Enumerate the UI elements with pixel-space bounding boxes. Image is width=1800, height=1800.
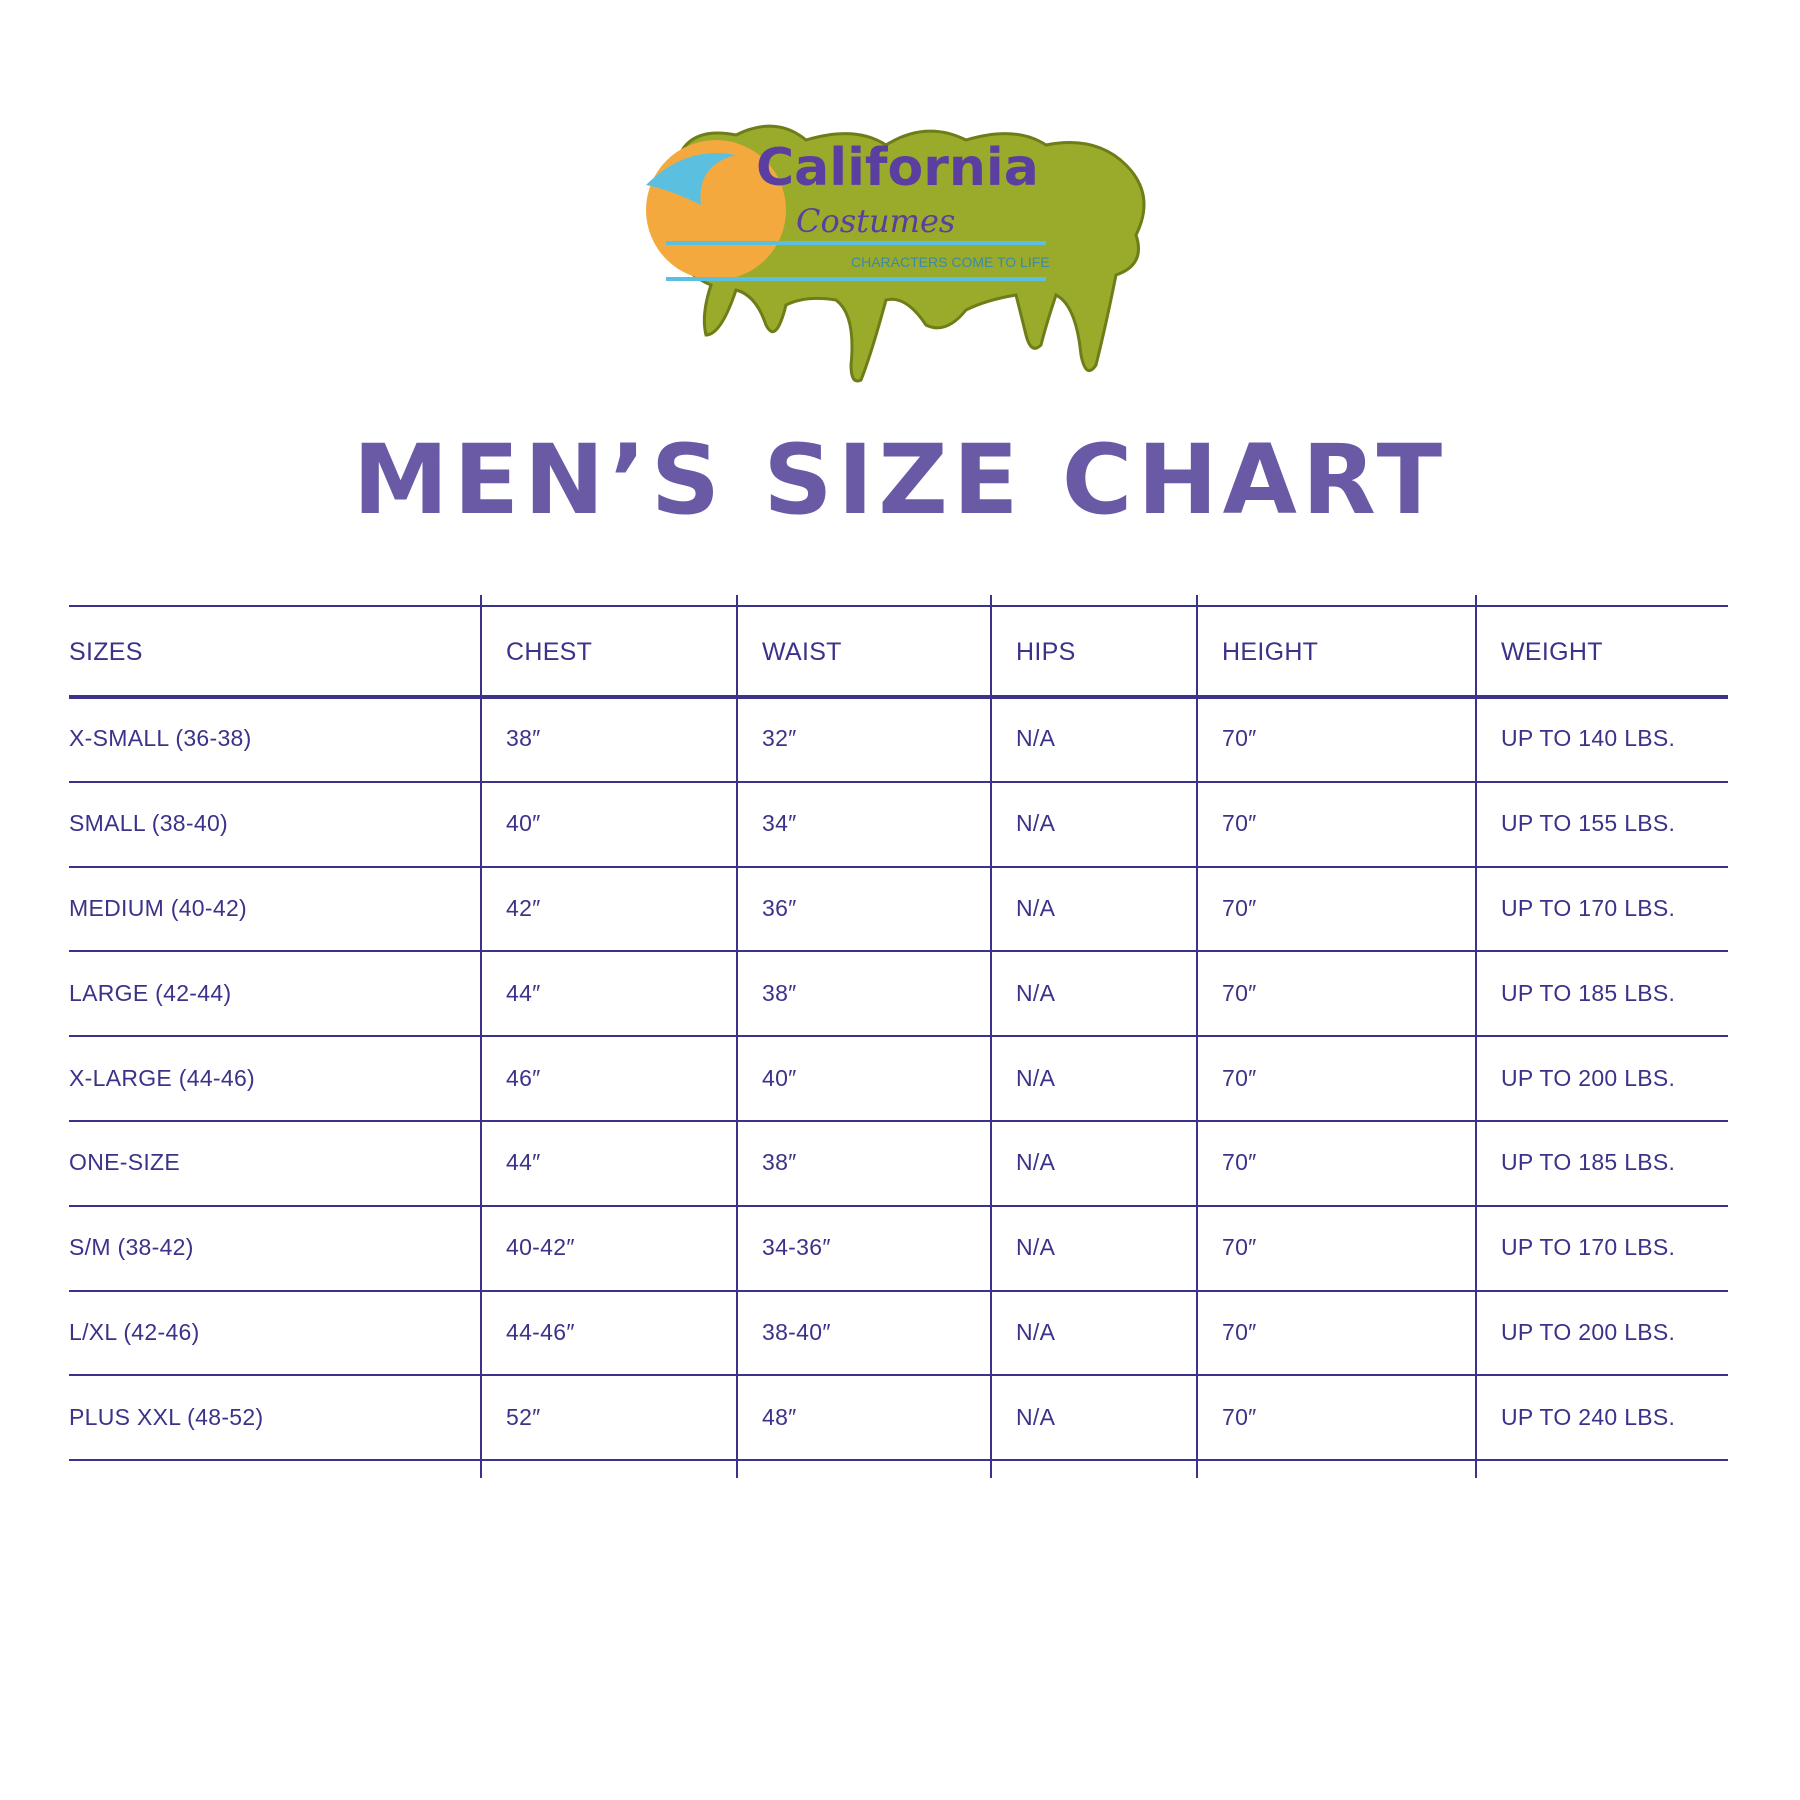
row-divider bbox=[69, 1120, 1728, 1122]
table-cell: N/A bbox=[1016, 980, 1056, 1006]
table-cell: PLUS XXL (48-52) bbox=[69, 1404, 264, 1430]
row-divider bbox=[69, 865, 1728, 868]
size-table: SIZES CHEST WAIST HIPS HEIGHT WEIGHT X-SMALL (… bbox=[69, 595, 1728, 1478]
table-cell: 34-36″ bbox=[762, 1234, 831, 1261]
column-header: SIZES bbox=[69, 637, 143, 666]
row-divider bbox=[69, 1289, 1728, 1292]
page-title: MEN’S SIZE CHART bbox=[352, 424, 1448, 536]
table-cell: 70″ bbox=[1222, 1149, 1257, 1176]
table-cell: 70″ bbox=[1222, 810, 1257, 837]
row-divider bbox=[69, 1374, 1728, 1377]
california-costumes-logo: California Costumes CHARACTERS COME TO L… bbox=[646, 124, 1146, 383]
table-cell: 70″ bbox=[1222, 1234, 1257, 1261]
table-cell: UP TO 155 LBS. bbox=[1501, 810, 1676, 837]
table-cell: 70″ bbox=[1222, 1319, 1257, 1346]
table-cell: 36″ bbox=[762, 895, 797, 922]
table-cell: 70″ bbox=[1222, 1404, 1257, 1430]
table-cell: ONE-SIZE bbox=[69, 1149, 181, 1176]
table-cell: N/A bbox=[1016, 810, 1056, 837]
row-divider bbox=[69, 780, 1728, 783]
table-cell: 34″ bbox=[762, 810, 797, 837]
table-cell: UP TO 170 LBS. bbox=[1501, 895, 1676, 922]
row-divider bbox=[69, 1204, 1728, 1207]
row-divider bbox=[69, 605, 1728, 607]
table-cell: 38″ bbox=[762, 1149, 797, 1176]
table-cell: 70″ bbox=[1222, 980, 1257, 1006]
table-cell: N/A bbox=[1016, 1064, 1056, 1091]
table-cell: 70″ bbox=[1222, 725, 1257, 752]
column-header: HEIGHT bbox=[1222, 637, 1319, 666]
table-cell: 46″ bbox=[506, 1064, 541, 1091]
table-cell: N/A bbox=[1016, 1319, 1056, 1346]
table-cell: 38″ bbox=[762, 980, 797, 1006]
table-cell: 48″ bbox=[762, 1404, 797, 1430]
table-cell: N/A bbox=[1016, 1149, 1056, 1176]
table-cell: UP TO 240 LBS. bbox=[1501, 1404, 1676, 1430]
table-cell: 32″ bbox=[762, 725, 797, 752]
table-cell: X-LARGE (44-46) bbox=[69, 1064, 256, 1091]
table-cell: LARGE (42-44) bbox=[69, 980, 232, 1006]
row-divider bbox=[69, 950, 1728, 953]
table-cell: L/XL (42-46) bbox=[69, 1319, 200, 1346]
table-cell: 52″ bbox=[506, 1404, 541, 1430]
table-cell: UP TO 200 LBS. bbox=[1501, 1064, 1676, 1091]
table-cell: 38-40″ bbox=[762, 1319, 831, 1346]
table-cell: N/A bbox=[1016, 1234, 1056, 1261]
column-header: CHEST bbox=[506, 637, 593, 666]
table-cell: 40″ bbox=[506, 810, 541, 837]
table-cell: 40″ bbox=[762, 1064, 797, 1091]
table-cell: UP TO 170 LBS. bbox=[1501, 1234, 1676, 1261]
table-cell: UP TO 185 LBS. bbox=[1501, 980, 1676, 1006]
table-cell: UP TO 140 LBS. bbox=[1501, 725, 1676, 752]
table-cell: 42″ bbox=[506, 895, 541, 922]
table-cell: X-SMALL (36-38) bbox=[69, 725, 252, 752]
column-header: WAIST bbox=[762, 637, 842, 666]
table-cell: 70″ bbox=[1222, 895, 1257, 922]
table-cell: 40-42″ bbox=[506, 1234, 575, 1261]
table-cell: UP TO 185 LBS. bbox=[1501, 1149, 1676, 1176]
logo-tagline: CHARACTERS COME TO LIFE bbox=[851, 254, 1050, 270]
column-header: WEIGHT bbox=[1501, 637, 1603, 666]
column-header: HIPS bbox=[1016, 637, 1076, 666]
table-cell: 38″ bbox=[506, 725, 541, 752]
table-cell: 44″ bbox=[506, 1149, 541, 1176]
table-cell: 44-46″ bbox=[506, 1319, 575, 1346]
logo-brand2-text: Costumes bbox=[796, 202, 955, 240]
table-cell: 70″ bbox=[1222, 1064, 1257, 1091]
table-cell: N/A bbox=[1016, 1404, 1056, 1430]
table-cell: S/M (38-42) bbox=[69, 1234, 194, 1261]
table-cell: SMALL (38-40) bbox=[69, 810, 229, 837]
row-divider bbox=[69, 1035, 1728, 1038]
row-divider bbox=[69, 1459, 1728, 1462]
table-cell: 44″ bbox=[506, 980, 541, 1006]
row-divider bbox=[69, 695, 1728, 699]
table-cell: N/A bbox=[1016, 725, 1056, 752]
table-cell: MEDIUM (40-42) bbox=[69, 895, 248, 922]
logo-brand-text: California bbox=[756, 138, 1039, 198]
table-cell: N/A bbox=[1016, 895, 1056, 922]
table-cell: UP TO 200 LBS. bbox=[1501, 1319, 1676, 1346]
